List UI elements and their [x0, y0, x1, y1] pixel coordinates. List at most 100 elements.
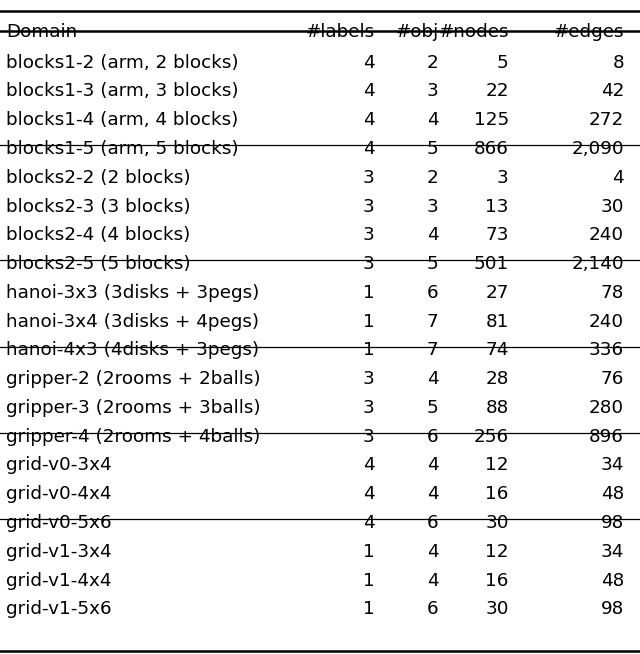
Text: 4: 4: [363, 54, 374, 72]
Text: 4: 4: [427, 543, 438, 561]
Text: grid-v0-3x4: grid-v0-3x4: [6, 456, 112, 475]
Text: 81: 81: [485, 313, 509, 331]
Text: 42: 42: [600, 82, 624, 101]
Text: 5: 5: [497, 54, 509, 72]
Text: 30: 30: [485, 514, 509, 532]
Text: gripper-3 (2rooms + 3balls): gripper-3 (2rooms + 3balls): [6, 399, 261, 417]
Text: 3: 3: [363, 255, 374, 273]
Text: 1: 1: [363, 313, 374, 331]
Text: 22: 22: [485, 82, 509, 101]
Text: blocks1-4 (arm, 4 blocks): blocks1-4 (arm, 4 blocks): [6, 111, 239, 129]
Text: hanoi-4x3 (4disks + 3pegs): hanoi-4x3 (4disks + 3pegs): [6, 341, 260, 360]
Text: 5: 5: [427, 399, 438, 417]
Text: 27: 27: [485, 284, 509, 302]
Text: 16: 16: [485, 485, 509, 504]
Text: #edges: #edges: [554, 23, 624, 41]
Text: 3: 3: [427, 82, 438, 101]
Text: 5: 5: [427, 255, 438, 273]
Text: 98: 98: [601, 600, 624, 619]
Text: 6: 6: [427, 428, 438, 446]
Text: blocks2-3 (3 blocks): blocks2-3 (3 blocks): [6, 198, 191, 216]
Text: 16: 16: [485, 572, 509, 590]
Text: 88: 88: [486, 399, 509, 417]
Text: 2: 2: [427, 169, 438, 187]
Text: 3: 3: [427, 198, 438, 216]
Text: 28: 28: [485, 370, 509, 388]
Text: 4: 4: [427, 456, 438, 475]
Text: 125: 125: [474, 111, 509, 129]
Text: 4: 4: [363, 514, 374, 532]
Text: 78: 78: [600, 284, 624, 302]
Text: 2,090: 2,090: [572, 140, 624, 158]
Text: 501: 501: [474, 255, 509, 273]
Text: 4: 4: [427, 226, 438, 245]
Text: blocks1-3 (arm, 3 blocks): blocks1-3 (arm, 3 blocks): [6, 82, 239, 101]
Text: gripper-2 (2rooms + 2balls): gripper-2 (2rooms + 2balls): [6, 370, 261, 388]
Text: #nodes: #nodes: [438, 23, 509, 41]
Text: 6: 6: [427, 600, 438, 619]
Text: 1: 1: [363, 284, 374, 302]
Text: 74: 74: [485, 341, 509, 360]
Text: grid-v1-5x6: grid-v1-5x6: [6, 600, 112, 619]
Text: blocks1-5 (arm, 5 blocks): blocks1-5 (arm, 5 blocks): [6, 140, 239, 158]
Text: 98: 98: [601, 514, 624, 532]
Text: 272: 272: [589, 111, 624, 129]
Text: 8: 8: [612, 54, 624, 72]
Text: 1: 1: [363, 341, 374, 360]
Text: grid-v1-3x4: grid-v1-3x4: [6, 543, 112, 561]
Text: #labels: #labels: [305, 23, 374, 41]
Text: 6: 6: [427, 514, 438, 532]
Text: 4: 4: [427, 485, 438, 504]
Text: blocks2-5 (5 blocks): blocks2-5 (5 blocks): [6, 255, 191, 273]
Text: 5: 5: [427, 140, 438, 158]
Text: 3: 3: [497, 169, 509, 187]
Text: 1: 1: [363, 572, 374, 590]
Text: 280: 280: [589, 399, 624, 417]
Text: blocks2-2 (2 blocks): blocks2-2 (2 blocks): [6, 169, 191, 187]
Text: 6: 6: [427, 284, 438, 302]
Text: 2: 2: [427, 54, 438, 72]
Text: 48: 48: [601, 572, 624, 590]
Text: 3: 3: [363, 226, 374, 245]
Text: 4: 4: [363, 82, 374, 101]
Text: 4: 4: [427, 111, 438, 129]
Text: 336: 336: [589, 341, 624, 360]
Text: 1: 1: [363, 543, 374, 561]
Text: 896: 896: [589, 428, 624, 446]
Text: grid-v0-5x6: grid-v0-5x6: [6, 514, 112, 532]
Text: blocks1-2 (arm, 2 blocks): blocks1-2 (arm, 2 blocks): [6, 54, 239, 72]
Text: 3: 3: [363, 198, 374, 216]
Text: 4: 4: [363, 485, 374, 504]
Text: 76: 76: [600, 370, 624, 388]
Text: 4: 4: [363, 456, 374, 475]
Text: 34: 34: [600, 456, 624, 475]
Text: 3: 3: [363, 169, 374, 187]
Text: 12: 12: [485, 456, 509, 475]
Text: 4: 4: [427, 572, 438, 590]
Text: 240: 240: [589, 313, 624, 331]
Text: 240: 240: [589, 226, 624, 245]
Text: hanoi-3x4 (3disks + 4pegs): hanoi-3x4 (3disks + 4pegs): [6, 313, 260, 331]
Text: 73: 73: [485, 226, 509, 245]
Text: 256: 256: [474, 428, 509, 446]
Text: 30: 30: [600, 198, 624, 216]
Text: 4: 4: [363, 140, 374, 158]
Text: hanoi-3x3 (3disks + 3pegs): hanoi-3x3 (3disks + 3pegs): [6, 284, 260, 302]
Text: 30: 30: [485, 600, 509, 619]
Text: blocks2-4 (4 blocks): blocks2-4 (4 blocks): [6, 226, 191, 245]
Text: Domain: Domain: [6, 23, 77, 41]
Text: 4: 4: [427, 370, 438, 388]
Text: 3: 3: [363, 428, 374, 446]
Text: 7: 7: [427, 341, 438, 360]
Text: 34: 34: [600, 543, 624, 561]
Text: 4: 4: [612, 169, 624, 187]
Text: gripper-4 (2rooms + 4balls): gripper-4 (2rooms + 4balls): [6, 428, 260, 446]
Text: grid-v1-4x4: grid-v1-4x4: [6, 572, 112, 590]
Text: 12: 12: [485, 543, 509, 561]
Text: 2,140: 2,140: [572, 255, 624, 273]
Text: 1: 1: [363, 600, 374, 619]
Text: 48: 48: [601, 485, 624, 504]
Text: #obj: #obj: [395, 23, 438, 41]
Text: 7: 7: [427, 313, 438, 331]
Text: 866: 866: [474, 140, 509, 158]
